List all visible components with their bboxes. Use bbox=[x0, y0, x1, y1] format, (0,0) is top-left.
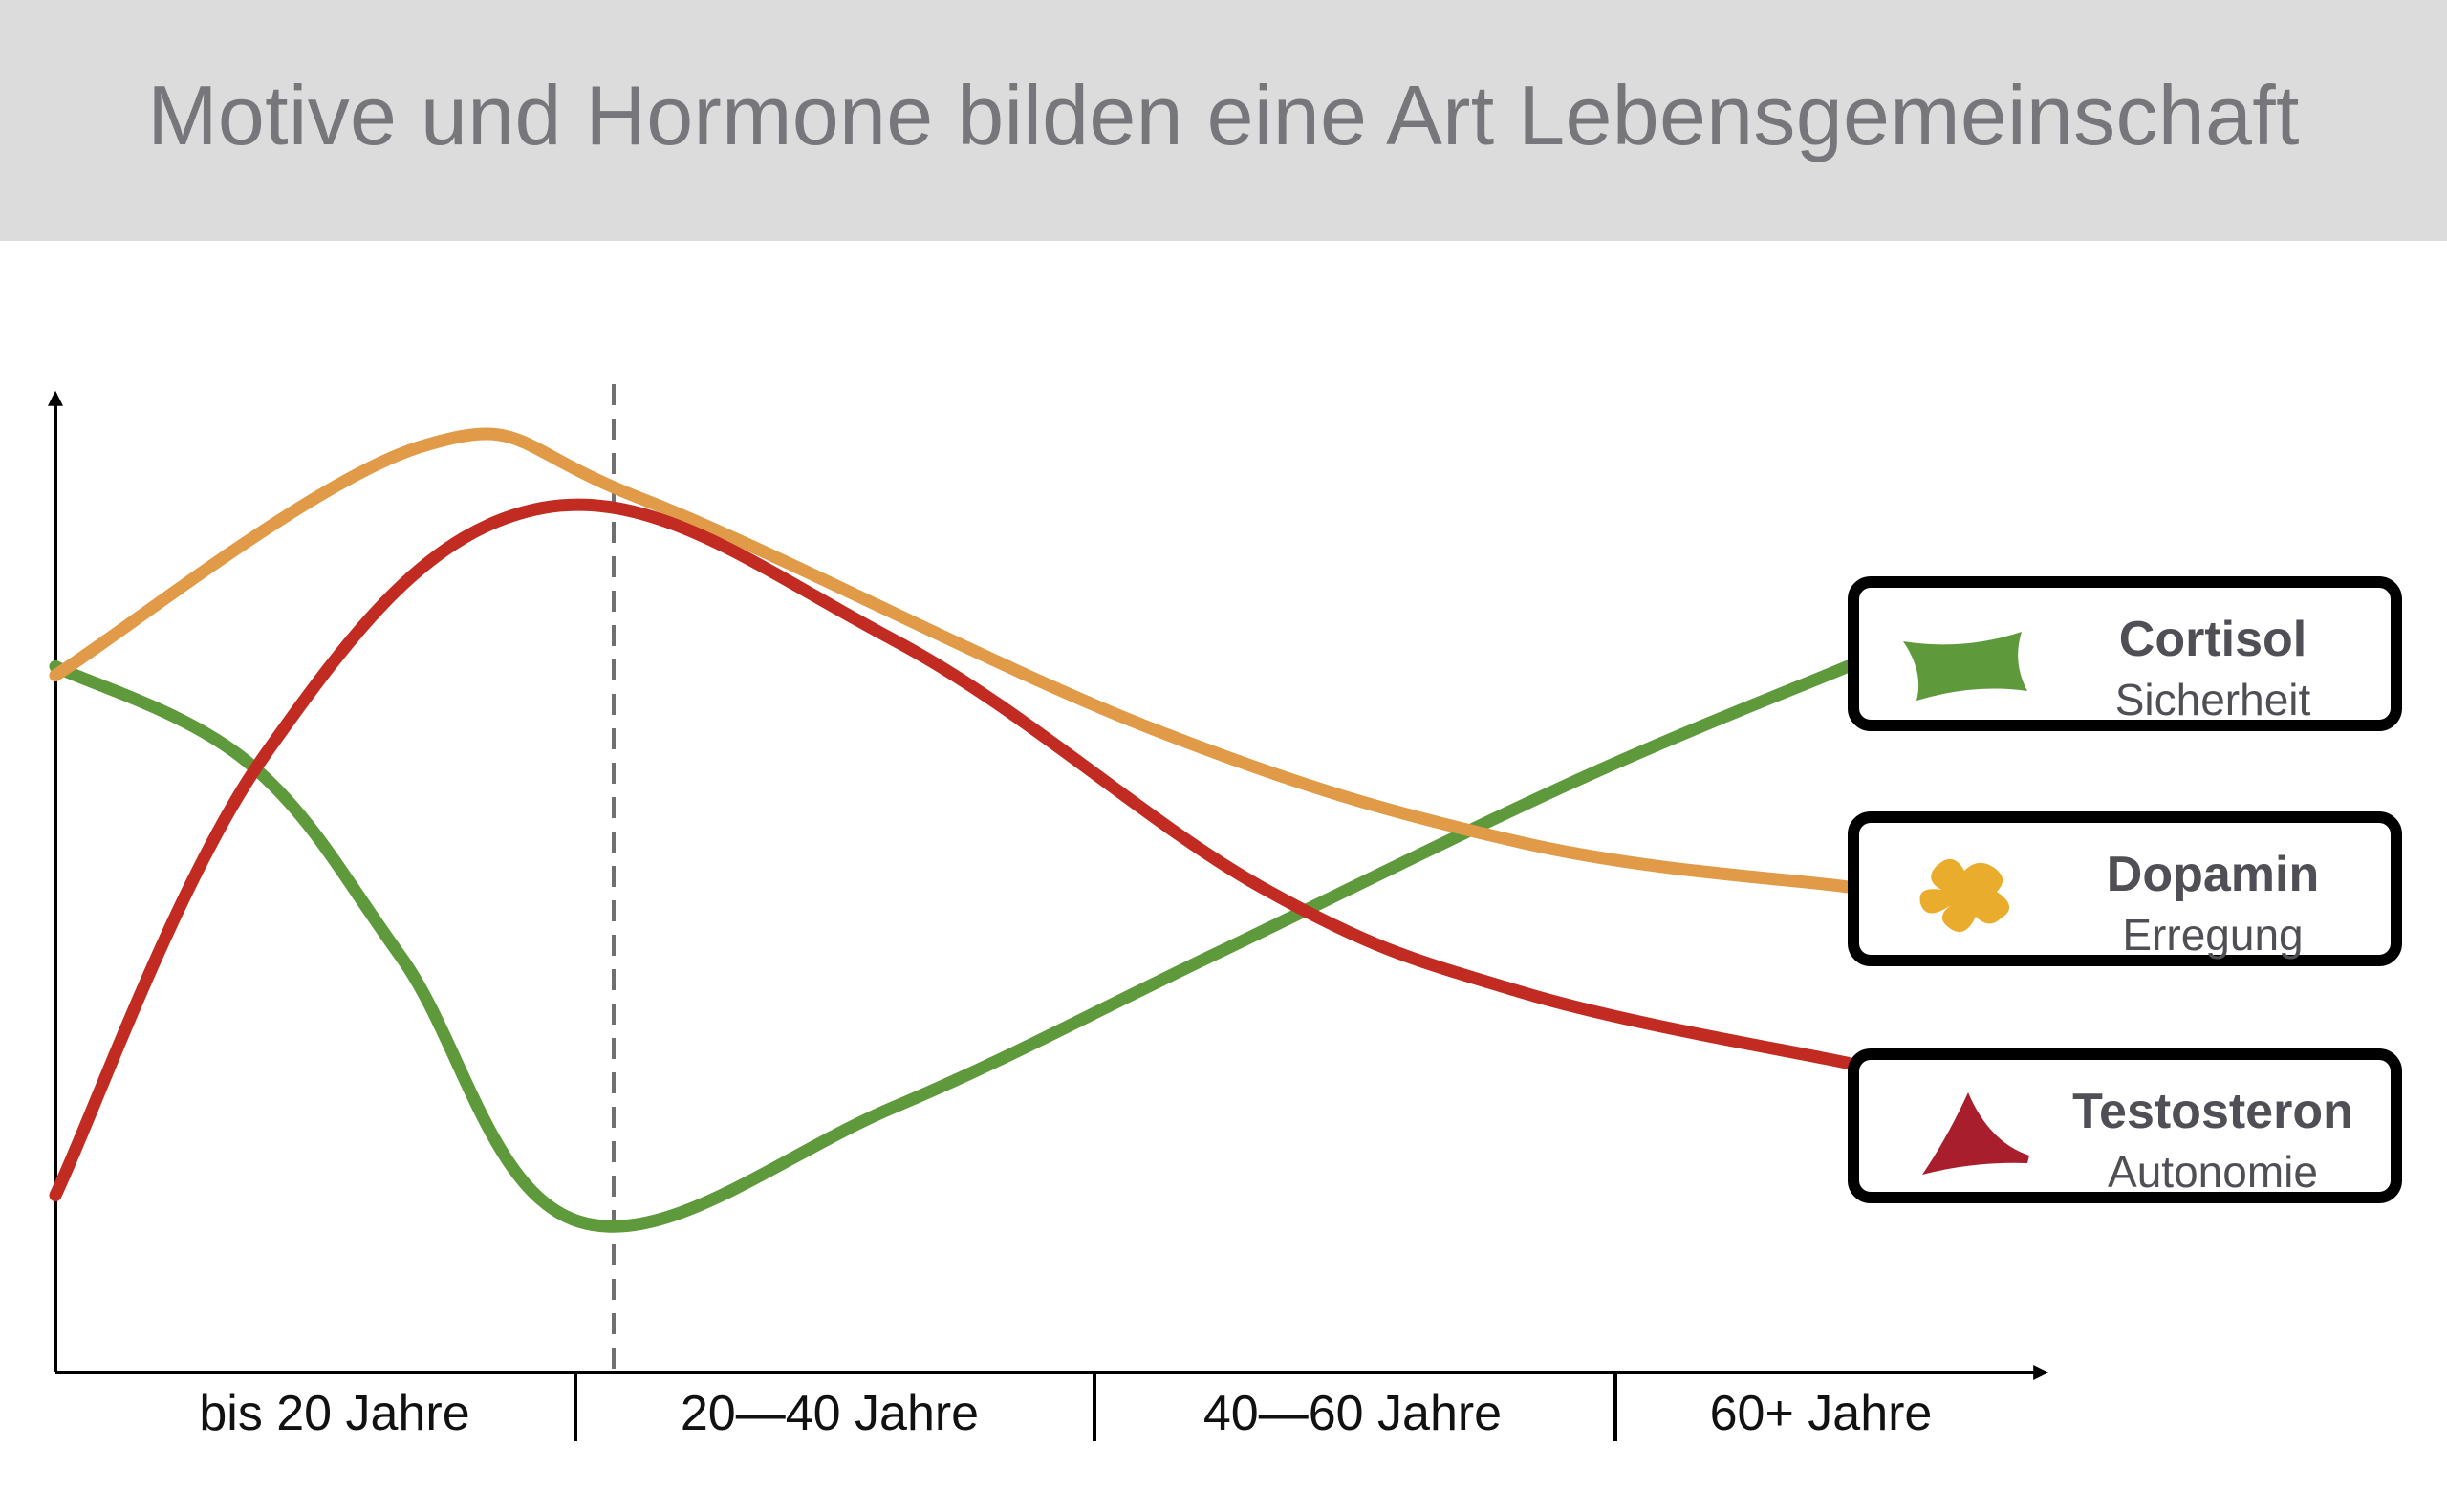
legend-subtitle: Sicherheit bbox=[2114, 675, 2311, 724]
legend-subtitle: Erregung bbox=[2122, 910, 2304, 960]
series-line-testosteron bbox=[49, 498, 1854, 1202]
legend-name: Dopamin bbox=[2106, 847, 2320, 902]
red-triangle-icon bbox=[1897, 1087, 2041, 1197]
x-tick-label: 20—40 Jahre bbox=[681, 1386, 979, 1441]
yellow-blob-icon bbox=[1897, 850, 2041, 960]
x-ticks: bis 20 Jahre 20—40 Jahre 40—60 Jahre 60+ Ja… bbox=[199, 1372, 1932, 1441]
legend-dopamin: Dopamin Erregung bbox=[1848, 811, 2402, 966]
legend-testosteron: Testosteron Autonomie bbox=[1848, 1048, 2402, 1203]
legend-name: Testosteron bbox=[2072, 1084, 2353, 1139]
series-group bbox=[49, 427, 1854, 1233]
chart-title: Motive und Hormone bilden eine Art Leben… bbox=[147, 68, 2300, 162]
legend-subtitle: Autonomie bbox=[2108, 1147, 2318, 1197]
legend-name: Cortisol bbox=[2118, 612, 2307, 667]
series-line-dopamin bbox=[49, 427, 1854, 894]
green-rectangle-icon bbox=[1897, 615, 2041, 715]
x-tick-label: 60+ Jahre bbox=[1710, 1386, 1933, 1441]
x-tick-label: bis 20 Jahre bbox=[199, 1386, 469, 1441]
series-line-cortisol bbox=[49, 659, 1854, 1233]
x-tick-label: 40—60 Jahre bbox=[1203, 1386, 1502, 1441]
title-banner bbox=[0, 0, 2447, 241]
legend-cortisol: Cortisol Sicherheit bbox=[1848, 576, 2402, 731]
axes bbox=[48, 384, 2049, 1380]
